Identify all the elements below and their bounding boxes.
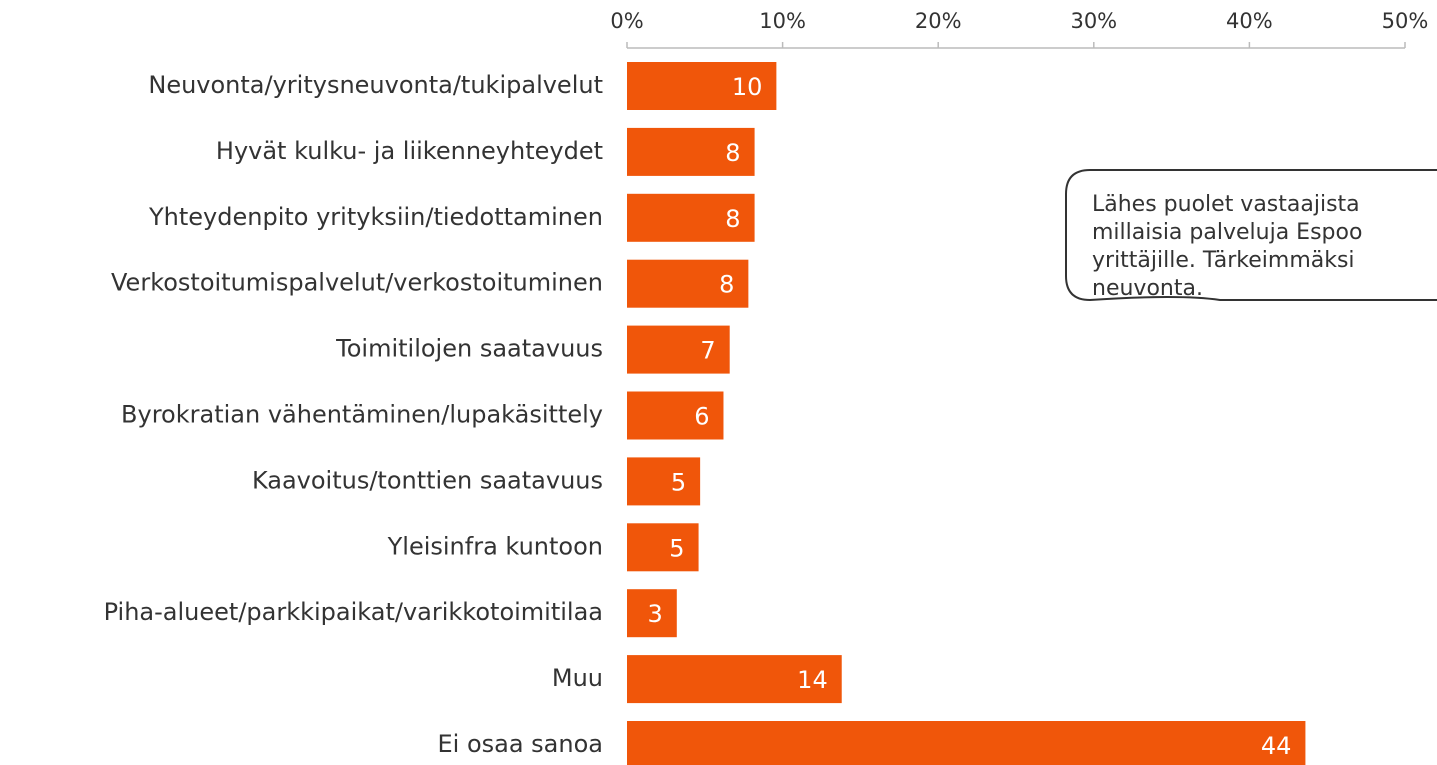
y-tick-label: Neuvonta/yritysneuvonta/tukipalvelut: [148, 71, 603, 99]
value-label: 3: [648, 600, 663, 628]
y-tick-label: Byrokratian vähentäminen/lupakäsittely: [121, 401, 603, 429]
x-tick-label: 40%: [1226, 9, 1273, 33]
x-tick-label: 30%: [1070, 9, 1117, 33]
annotation-text: Lähes puolet vastaajista: [1092, 192, 1360, 217]
value-label: 8: [725, 205, 740, 233]
y-tick-label: Muu: [552, 664, 603, 692]
bar: [627, 325, 730, 374]
value-label: 6: [694, 403, 709, 431]
bar: [627, 391, 724, 440]
annotation-box: [1065, 169, 1437, 302]
bar: [627, 589, 677, 638]
value-label: 44: [1261, 732, 1292, 760]
bar: [627, 193, 755, 242]
y-tick-label: Ei osaa sanoa: [437, 730, 603, 758]
y-tick-label: Toimitilojen saatavuus: [335, 335, 603, 363]
value-label: 14: [797, 666, 828, 694]
value-label: 7: [700, 337, 715, 365]
value-label: 8: [719, 271, 734, 299]
value-label: 5: [669, 534, 684, 562]
bar: [627, 259, 749, 308]
value-label: 5: [671, 468, 686, 496]
annotation-text: neuvonta.: [1092, 276, 1203, 301]
bar: [627, 523, 699, 572]
x-tick-label: 20%: [915, 9, 962, 33]
annotation-text: yrittäjille. Tärkeimmäksi: [1092, 248, 1355, 273]
bar: [627, 127, 755, 176]
bar: [627, 721, 1306, 765]
y-tick-label: Kaavoitus/tonttien saatavuus: [252, 466, 603, 494]
y-tick-label: Yhteydenpito yrityksiin/tiedottaminen: [148, 203, 603, 231]
y-tick-label: Verkostoitumispalvelut/verkostoituminen: [111, 269, 603, 297]
y-tick-label: Yleisinfra kuntoon: [387, 532, 603, 560]
value-label: 8: [725, 139, 740, 167]
y-tick-label: Piha-alueet/parkkipaikat/varikkotoimitil…: [104, 598, 603, 626]
x-tick-label: 10%: [759, 9, 806, 33]
annotation-text: millaisia palveluja Espoo: [1092, 220, 1362, 245]
value-label: 10: [732, 73, 763, 101]
x-tick-label: 50%: [1382, 9, 1429, 33]
bar: [627, 655, 842, 704]
bar: [627, 62, 777, 110]
bar: [627, 457, 701, 506]
x-tick-label: 0%: [610, 9, 643, 33]
y-tick-label: Hyvät kulku- ja liikenneyhteydet: [216, 137, 603, 165]
